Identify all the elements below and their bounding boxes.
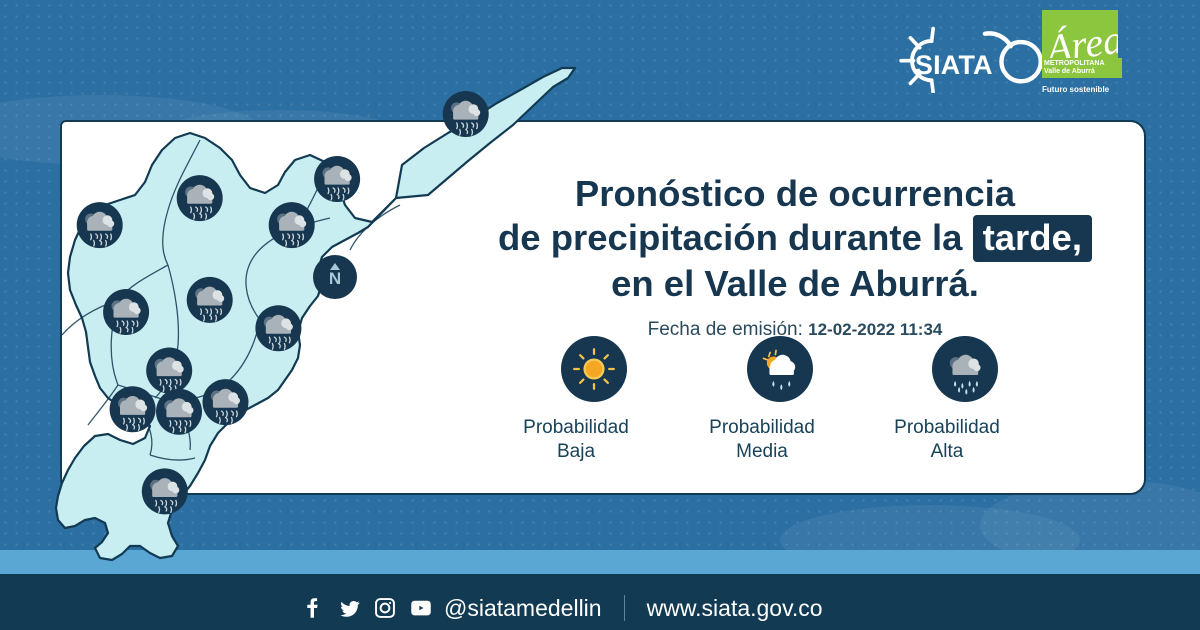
svg-text:SIATA: SIATA [915,50,993,80]
